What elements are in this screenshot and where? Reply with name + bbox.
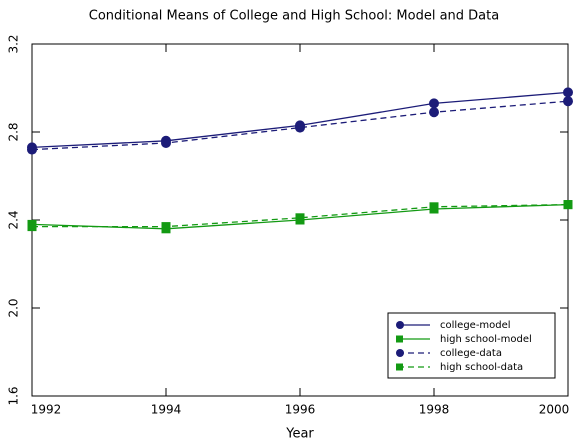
series <box>27 87 573 153</box>
legend-label: college-model <box>440 320 511 331</box>
x-axis-label: Year <box>285 427 314 442</box>
point <box>295 213 305 223</box>
point <box>429 98 439 109</box>
y-tick-label: 2.4 <box>7 210 21 229</box>
x-tick-label: 1992 <box>31 403 62 417</box>
y-tick-label: 3.2 <box>7 34 21 53</box>
point <box>429 202 439 212</box>
legend-marker <box>396 321 404 329</box>
y-tick-label: 2.0 <box>7 298 21 317</box>
point <box>161 222 171 232</box>
chart-title: Conditional Means of College and High Sc… <box>89 9 499 24</box>
x-tick-label: 1994 <box>151 403 182 417</box>
point <box>563 200 573 210</box>
legend-marker <box>396 335 403 343</box>
point <box>429 107 439 118</box>
line <box>31 91 569 149</box>
legend-marker <box>396 349 404 357</box>
legend: college-model high school-model college-da… <box>387 312 556 379</box>
series <box>27 96 573 155</box>
legend-marker <box>396 363 403 371</box>
legend-label: college-data <box>440 348 502 359</box>
x-tick-label: 2000 <box>539 403 570 417</box>
point <box>27 222 37 232</box>
y-tick-label: 1.6 <box>7 386 21 405</box>
legend-label: high school-data <box>440 362 523 373</box>
point <box>563 87 573 98</box>
point <box>27 144 37 155</box>
legend-box <box>387 312 556 379</box>
legend-label: high school-model <box>440 334 532 345</box>
x-tick-label: 1998 <box>419 403 450 417</box>
series <box>27 200 573 232</box>
point <box>295 122 305 133</box>
point <box>563 96 573 107</box>
point <box>161 138 171 148</box>
y-tick-label: 2.8 <box>7 122 21 141</box>
x-tick-label: 1996 <box>285 403 316 417</box>
